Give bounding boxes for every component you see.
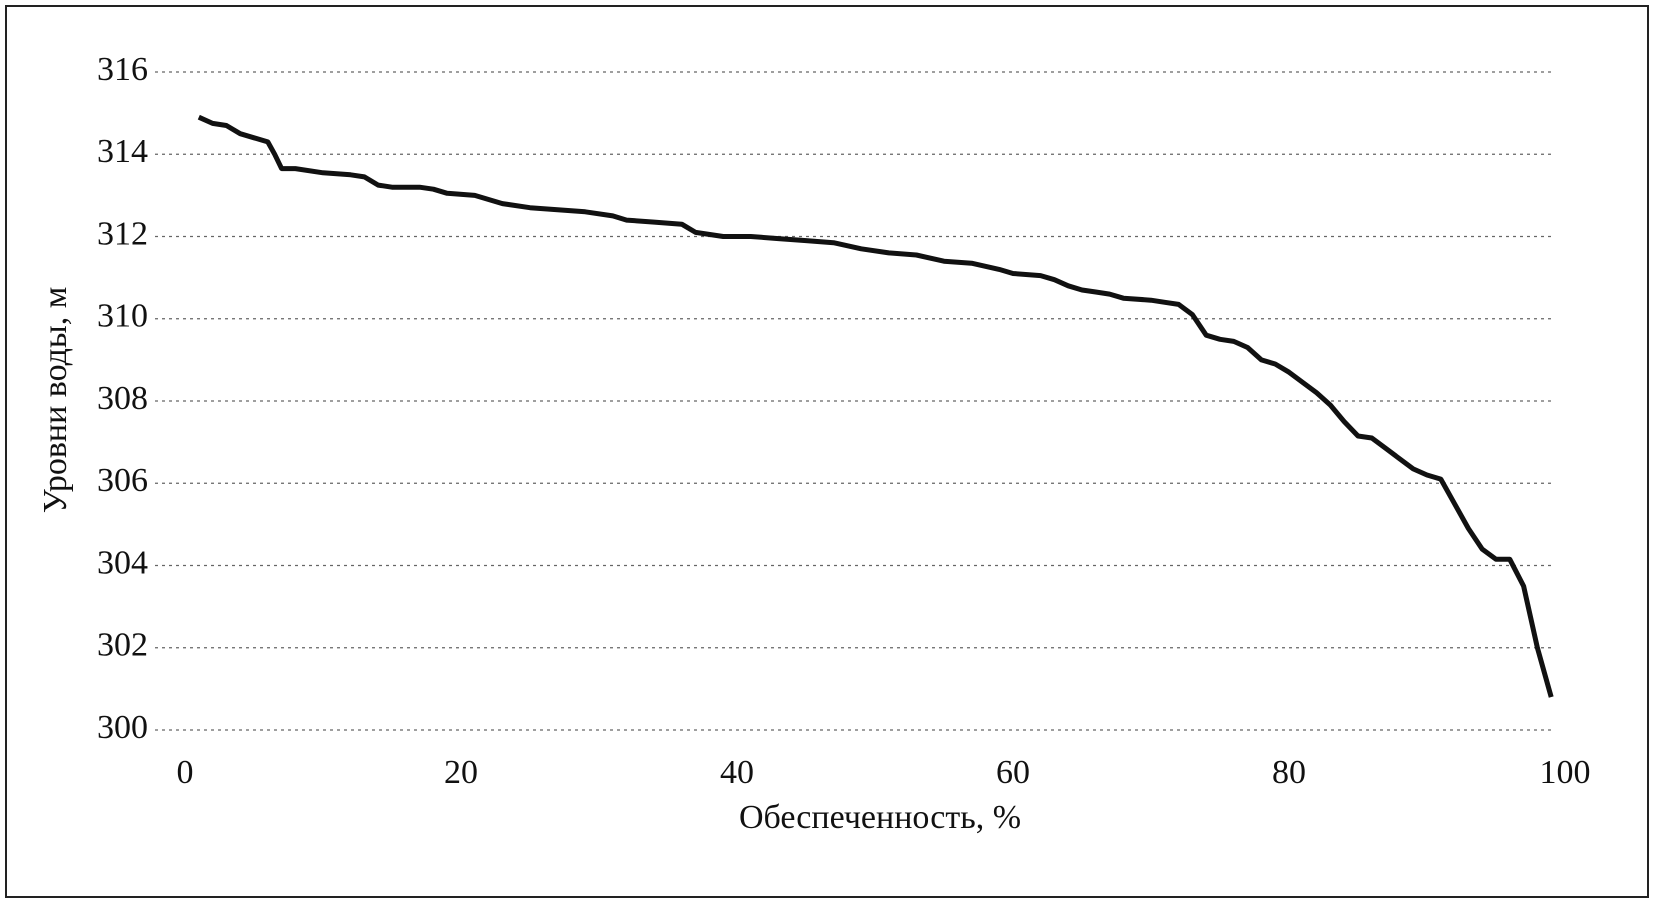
y-tick-label: 304 (97, 544, 148, 581)
y-tick-label: 316 (97, 51, 148, 88)
y-tick-label: 302 (97, 627, 148, 664)
x-tick-label: 0 (177, 754, 194, 791)
y-tick-label: 314 (97, 133, 148, 170)
x-tick-label: 40 (720, 754, 754, 791)
chart-border (5, 5, 1649, 898)
x-tick-label: 100 (1540, 754, 1591, 791)
x-tick-label: 80 (1272, 754, 1306, 791)
y-tick-label: 300 (97, 709, 148, 746)
x-tick-label: 20 (444, 754, 478, 791)
y-tick-label: 312 (97, 215, 148, 252)
data-line (197, 114, 1554, 698)
y-axis-label: Уровни воды, м (37, 287, 74, 514)
y-tick-label: 306 (97, 462, 148, 499)
y-tick-label: 308 (97, 380, 148, 417)
x-axis-label: Обеспеченность, % (739, 799, 1021, 836)
y-tick-label: 310 (97, 298, 148, 335)
x-tick-label: 60 (996, 754, 1030, 791)
